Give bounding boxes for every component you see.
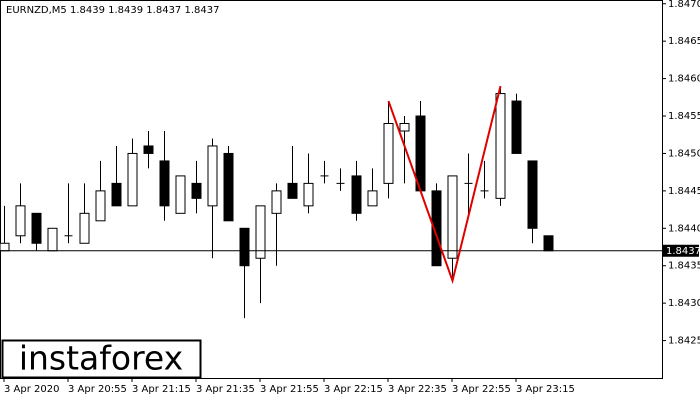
candle-body: [303, 182, 314, 207]
candle-body: [207, 145, 218, 207]
candle-body: [511, 100, 522, 154]
x-tick-label: 3 Apr 23:15: [516, 384, 575, 395]
watermark-box: [1, 339, 202, 379]
candle-body: [543, 235, 554, 252]
candle-body: [447, 175, 458, 259]
y-tick-label: 1.8440: [668, 223, 700, 234]
candle-body: [351, 175, 362, 214]
x-tick-label: 3 Apr 21:15: [132, 384, 191, 395]
candle-body: [399, 123, 410, 132]
x-tick-label: 3 Apr 20:55: [68, 384, 127, 395]
candle-body: [527, 160, 538, 229]
candle-body: [0, 242, 10, 252]
x-tick-label: 3 Apr 22:35: [388, 384, 447, 395]
candle-body: [287, 182, 298, 199]
candle-body: [271, 190, 282, 214]
candle-body: [367, 190, 378, 207]
candle-body: [239, 227, 250, 267]
candle-body: [79, 212, 90, 244]
watermark: instaforex: [19, 339, 183, 378]
candle-body: [47, 227, 58, 252]
x-tick-label: 3 Apr 21:35: [196, 384, 255, 395]
candle-body: [111, 182, 122, 207]
y-tick-label: 1.8460: [668, 74, 700, 85]
candle-body: [175, 175, 186, 214]
candle-body: [495, 93, 506, 199]
candle-body: [15, 205, 26, 237]
x-tick-label: 3 Apr 22:15: [324, 384, 383, 395]
y-tick-label: 1.8435: [668, 261, 700, 272]
y-tick-label: 1.8430: [668, 298, 700, 309]
candle-body: [159, 160, 170, 207]
last-price-label: 1.8437: [666, 246, 700, 257]
candle-body: [143, 145, 154, 154]
y-tick-label: 1.8470: [668, 0, 700, 10]
chart-title: EURNZD,M5 1.8439 1.8439 1.8437 1.8437: [6, 5, 219, 16]
x-tick-label: 3 Apr 22:55: [452, 384, 511, 395]
candle-body: [223, 152, 234, 222]
last-price-box: [663, 244, 699, 257]
candle-body: [191, 182, 202, 199]
candle-body: [431, 190, 442, 267]
x-tick-label: 3 Apr 21:55: [260, 384, 319, 395]
pattern-line: [387, 85, 502, 285]
candle-body: [127, 152, 138, 207]
candle-body: [95, 190, 106, 222]
y-tick-label: 1.8455: [668, 111, 700, 122]
y-tick-label: 1.8450: [668, 148, 700, 159]
candle-body: [255, 205, 266, 259]
candle-body: [383, 123, 394, 184]
plot-frame: [0, 0, 663, 379]
candle-body: [31, 212, 42, 244]
y-tick-label: 1.8425: [668, 336, 700, 347]
y-tick-label: 1.8445: [668, 186, 700, 197]
y-tick-label: 1.8465: [668, 36, 700, 47]
x-tick-label: 3 Apr 2020: [4, 384, 59, 395]
